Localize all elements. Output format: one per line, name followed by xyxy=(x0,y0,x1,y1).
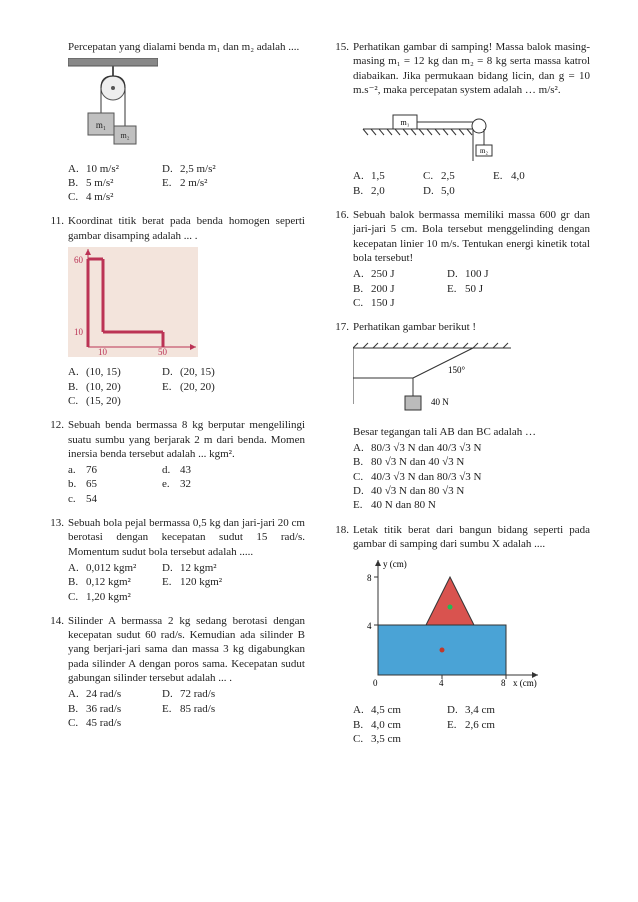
svg-text:8: 8 xyxy=(501,678,506,688)
q18-opt-e: 2,6 cm xyxy=(465,718,495,732)
q15-opt-c: 2,5 xyxy=(441,169,455,183)
q10-opt-e: 2 m/s² xyxy=(180,176,207,190)
svg-text:40 N: 40 N xyxy=(431,397,449,407)
svg-text:x (cm): x (cm) xyxy=(513,678,537,688)
q15-figure: m₁ m₂ xyxy=(353,101,590,165)
q16-text: Sebuah balok bermassa memiliki massa 600… xyxy=(353,208,590,265)
q17-figure: 150° 40 N xyxy=(353,338,590,420)
q13-opt-e: 120 kgm² xyxy=(180,575,222,589)
q11-opt-e: (20, 20) xyxy=(180,380,215,394)
q10-opt-c: 4 m/s² xyxy=(86,190,113,204)
q16-opt-e: 50 J xyxy=(465,282,483,296)
q11-figure: 60 10 10 50 xyxy=(68,247,305,361)
q14-opt-b: 36 rad/s xyxy=(86,702,121,716)
svg-text:0: 0 xyxy=(373,678,378,688)
q17-text: Perhatikan gambar berikut ! xyxy=(353,320,590,334)
q18-opt-a: 4,5 cm xyxy=(371,703,401,717)
q14-text: Silinder A bermassa 2 kg sedang berotasi… xyxy=(68,614,305,685)
q13-text: Sebuah bola pejal bermassa 0,5 kg dan ja… xyxy=(68,516,305,559)
svg-text:150°: 150° xyxy=(448,365,466,375)
q17-subtext: Besar tegangan tali AB dan BC adalah … xyxy=(353,425,590,439)
q17-opt-e: 40 N dan 80 N xyxy=(371,498,436,512)
q12-opt-c: 54 xyxy=(86,492,97,506)
q14-opt-c: 45 rad/s xyxy=(86,716,121,730)
q18-opt-c: 3,5 cm xyxy=(371,732,401,746)
q13-opt-c: 1,20 kgm² xyxy=(86,590,131,604)
q17-opt-a: 80/3 √3 N dan 40/3 √3 N xyxy=(371,441,481,455)
question-17: 17. Perhatikan gambar berikut ! 150° 40 … xyxy=(333,320,590,512)
q11-text: Koordinat titik berat pada benda homogen… xyxy=(68,214,305,243)
q12-text: Sebuah benda bermassa 8 kg berputar meng… xyxy=(68,418,305,461)
q18-opt-b: 4,0 cm xyxy=(371,718,401,732)
q13-opt-b: 0,12 kgm² xyxy=(86,575,131,589)
q11-opt-c: (15, 20) xyxy=(86,394,121,408)
q15-opt-e: 4,0 xyxy=(511,169,525,183)
q10-opt-a: 10 m/s² xyxy=(86,162,119,176)
q16-opt-c: 150 J xyxy=(371,296,395,310)
svg-text:m₁: m₁ xyxy=(400,118,409,127)
q18-opt-d: 3,4 cm xyxy=(465,703,495,717)
q12-opt-e: 32 xyxy=(180,477,191,491)
q10-opt-d: 2,5 m/s² xyxy=(180,162,216,176)
q15-opt-d: 5,0 xyxy=(441,184,455,198)
question-14: 14. Silinder A bermassa 2 kg sedang bero… xyxy=(48,614,305,730)
svg-text:m₁: m₁ xyxy=(96,120,106,130)
question-12: 12. Sebuah benda bermassa 8 kg berputar … xyxy=(48,418,305,506)
svg-text:4: 4 xyxy=(367,621,372,631)
svg-text:50: 50 xyxy=(158,347,168,357)
svg-text:10: 10 xyxy=(98,347,108,357)
q17-opt-b: 80 √3 N dan 40 √3 N xyxy=(371,455,464,469)
q11-opt-b: (10, 20) xyxy=(86,380,121,394)
question-18: 18. Letak titik berat dari bangun bidang… xyxy=(333,523,590,747)
q16-opt-d: 100 J xyxy=(465,267,489,281)
q17-opt-c: 40/3 √3 N dan 80/3 √3 N xyxy=(371,470,481,484)
right-column: 15. Perhatikan gambar di samping! Massa … xyxy=(333,40,590,872)
q16-opt-a: 250 J xyxy=(371,267,395,281)
question-10: Percepatan yang dialami benda m₁ dan m₂ … xyxy=(48,40,305,204)
q12-opt-b: 65 xyxy=(86,477,97,491)
q14-opt-e: 85 rad/s xyxy=(180,702,215,716)
q13-opt-a: 0,012 kgm² xyxy=(86,561,136,575)
q12-opt-d: 43 xyxy=(180,463,191,477)
q14-opt-d: 72 rad/s xyxy=(180,687,215,701)
question-15: 15. Perhatikan gambar di samping! Massa … xyxy=(333,40,590,198)
q16-opt-b: 200 J xyxy=(371,282,395,296)
q10-opt-b: 5 m/s² xyxy=(86,176,113,190)
q14-opt-a: 24 rad/s xyxy=(86,687,121,701)
svg-text:8: 8 xyxy=(367,573,372,583)
q11-opt-a: (10, 15) xyxy=(86,365,121,379)
q10-text: Percepatan yang dialami benda m₁ dan m₂ … xyxy=(68,40,305,54)
svg-text:y (cm): y (cm) xyxy=(383,559,407,569)
q15-opt-b: 2,0 xyxy=(371,184,385,198)
q18-figure: 8 4 0 4 8 x (cm) y (cm) xyxy=(353,555,590,699)
question-13: 13. Sebuah bola pejal bermassa 0,5 kg da… xyxy=(48,516,305,604)
q18-text: Letak titik berat dari bangun bidang sep… xyxy=(353,523,590,552)
q10-figure: m₁ m₂ xyxy=(68,58,305,157)
left-column: Percepatan yang dialami benda m₁ dan m₂ … xyxy=(48,40,305,872)
q15-text: Perhatikan gambar di samping! Massa balo… xyxy=(353,40,590,97)
q11-opt-d: (20, 15) xyxy=(180,365,215,379)
q15-opt-a: 1,5 xyxy=(371,169,385,183)
question-16: 16. Sebuah balok bermassa memiliki massa… xyxy=(333,208,590,310)
svg-text:m₂: m₂ xyxy=(120,131,129,140)
svg-text:60: 60 xyxy=(74,255,84,265)
q17-opt-d: 40 √3 N dan 80 √3 N xyxy=(371,484,464,498)
question-11: 11. Koordinat titik berat pada benda hom… xyxy=(48,214,305,408)
q12-opt-a: 76 xyxy=(86,463,97,477)
svg-text:m₂: m₂ xyxy=(480,147,488,155)
svg-text:4: 4 xyxy=(439,678,444,688)
q13-opt-d: 12 kgm² xyxy=(180,561,217,575)
svg-text:10: 10 xyxy=(74,327,84,337)
